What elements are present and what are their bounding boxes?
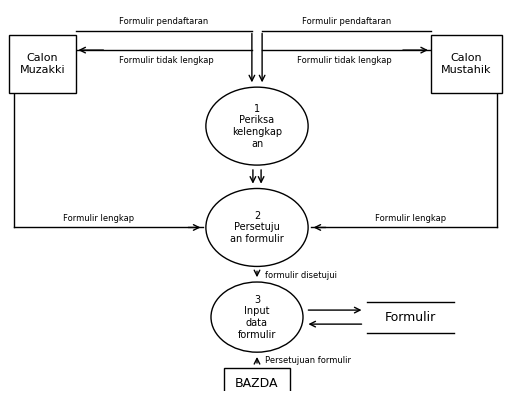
Text: Formulir tidak lengkap: Formulir tidak lengkap <box>297 56 391 65</box>
Text: Calon
Muzakki: Calon Muzakki <box>20 53 65 75</box>
Text: 1
Periksa
kelengkap
an: 1 Periksa kelengkap an <box>232 104 282 149</box>
Text: Persetujuan formulir: Persetujuan formulir <box>265 356 351 365</box>
FancyBboxPatch shape <box>224 368 290 393</box>
Text: 3
Input
data
formulir: 3 Input data formulir <box>238 295 276 340</box>
Circle shape <box>211 282 303 352</box>
Text: Formulir pendaftaran: Formulir pendaftaran <box>302 17 391 26</box>
Text: 2
Persetuju
an formulir: 2 Persetuju an formulir <box>230 211 284 244</box>
Circle shape <box>206 87 308 165</box>
Text: Formulir lengkap: Formulir lengkap <box>63 214 134 223</box>
Text: Formulir tidak lengkap: Formulir tidak lengkap <box>119 56 214 65</box>
FancyBboxPatch shape <box>9 35 76 93</box>
Text: BAZDA: BAZDA <box>235 377 279 390</box>
Text: Formulir pendaftaran: Formulir pendaftaran <box>119 17 208 26</box>
Circle shape <box>206 189 308 266</box>
Text: Formulir: Formulir <box>385 310 436 323</box>
Text: formulir disetujui: formulir disetujui <box>265 271 337 280</box>
FancyBboxPatch shape <box>431 35 502 93</box>
Text: Calon
Mustahik: Calon Mustahik <box>442 53 492 75</box>
Text: Formulir lengkap: Formulir lengkap <box>375 214 446 223</box>
